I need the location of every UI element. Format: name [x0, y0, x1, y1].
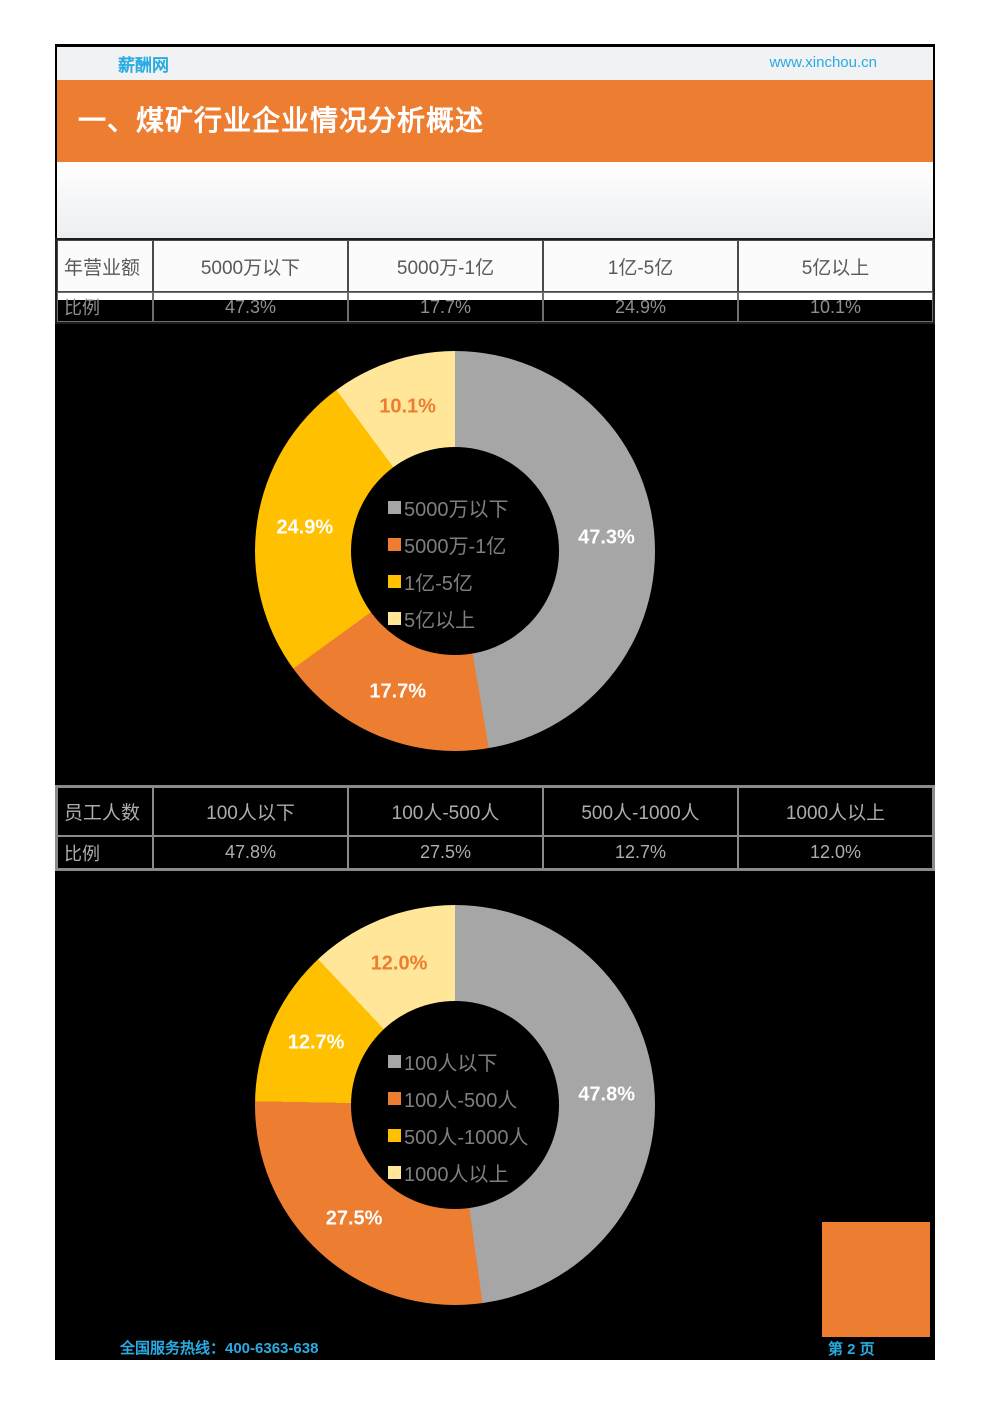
table-header-cell: 100人-500人 [348, 787, 543, 836]
slice-label: 47.8% [578, 1083, 635, 1105]
legend-label: 5000万-1亿 [404, 536, 507, 558]
page-number: 第 2 页 [828, 1341, 875, 1358]
employee-table: 员工人数 100人以下 100人-500人 500人-1000人 1000人以上… [55, 785, 935, 871]
site-logo[interactable]: 薪酬网 [118, 56, 169, 75]
footer-hotline: 全国服务热线：400-6363-638 [120, 1340, 319, 1357]
legend-label: 500人-1000人 [404, 1127, 529, 1149]
legend-label: 1亿-5亿 [404, 573, 473, 595]
decorative-orange-box [822, 1222, 930, 1337]
site-url-link[interactable]: www.xinchou.cn [769, 54, 877, 71]
table-cell: 比例 [57, 292, 153, 322]
table-header-cell: 1亿-5亿 [543, 240, 738, 292]
chart-legend: 5000万以下 5000万-1亿 1亿-5亿 5亿以上 [388, 489, 509, 637]
table-header-cell: 5000万-1亿 [348, 240, 543, 292]
legend-swatch-icon [388, 575, 401, 588]
document-page: 薪酬网 www.xinchou.cn 一、煤矿行业企业情况分析概述 年营业额 5… [55, 44, 935, 1360]
employee-donut-chart: 100人以下 100人-500人 500人-1000人 1000人以上 47.8… [255, 905, 655, 1305]
slice-label: 27.5% [325, 1207, 383, 1230]
legend-item: 1亿-5亿 [388, 563, 509, 600]
table-cell: 47.3% [153, 292, 348, 322]
legend-item: 100人-500人 [388, 1080, 529, 1117]
legend-label: 5000万以下 [404, 499, 509, 521]
revenue-table: 年营业额 5000万以下 5000万-1亿 1亿-5亿 5亿以上 比例 47.3… [55, 238, 935, 324]
donut-hole [351, 447, 559, 655]
table-cell: 12.7% [543, 836, 738, 869]
table-cell: 24.9% [543, 292, 738, 322]
table-cell: 12.0% [738, 836, 933, 869]
legend-item: 5000万以下 [388, 489, 509, 526]
table-cell: 47.8% [153, 836, 348, 869]
table-header-cell: 500人-1000人 [543, 787, 738, 836]
legend-label: 5亿以上 [404, 610, 476, 632]
legend-swatch-icon [388, 612, 401, 625]
table-cell: 10.1% [738, 292, 933, 322]
legend-label: 100人-500人 [404, 1090, 518, 1112]
table-header-cell: 1000人以上 [738, 787, 933, 836]
legend-label: 1000人以上 [404, 1164, 509, 1186]
table-header-cell: 员工人数 [57, 787, 153, 836]
legend-swatch-icon [388, 1092, 401, 1105]
title-underlay [57, 162, 933, 238]
table-cell: 比例 [57, 836, 153, 869]
legend-swatch-icon [388, 1166, 401, 1179]
legend-swatch-icon [388, 538, 401, 551]
legend-item: 100人以下 [388, 1043, 529, 1080]
legend-swatch-icon [388, 501, 401, 514]
section-title-bar: 一、煤矿行业企业情况分析概述 [57, 80, 933, 162]
slice-label: 17.7% [369, 680, 427, 703]
legend-item: 5亿以上 [388, 600, 509, 637]
table-cell: 17.7% [348, 292, 543, 322]
slice-label: 47.3% [578, 526, 635, 549]
legend-item: 1000人以上 [388, 1154, 529, 1191]
donut-hole [351, 1001, 559, 1209]
slice-label: 10.1% [379, 395, 436, 418]
slice-label: 24.9% [276, 516, 334, 539]
table-header-cell: 5000万以下 [153, 240, 348, 292]
slice-label: 12.0% [370, 952, 428, 975]
chart-legend: 100人以下 100人-500人 500人-1000人 1000人以上 [388, 1043, 529, 1191]
legend-label: 100人以下 [404, 1053, 498, 1075]
masthead: 薪酬网 www.xinchou.cn [57, 47, 933, 80]
revenue-donut-chart: 5000万以下 5000万-1亿 1亿-5亿 5亿以上 47.3% 17.7% 24… [255, 351, 655, 751]
table-header-cell: 5亿以上 [738, 240, 933, 292]
table-header-cell: 100人以下 [153, 787, 348, 836]
legend-item: 5000万-1亿 [388, 526, 509, 563]
legend-item: 500人-1000人 [388, 1117, 529, 1154]
legend-swatch-icon [388, 1129, 401, 1142]
table-header-cell: 年营业额 [57, 240, 153, 292]
section-title: 一、煤矿行业企业情况分析概述 [78, 105, 485, 136]
legend-swatch-icon [388, 1055, 401, 1068]
table-cell: 27.5% [348, 836, 543, 869]
slice-label: 12.7% [287, 1031, 345, 1054]
